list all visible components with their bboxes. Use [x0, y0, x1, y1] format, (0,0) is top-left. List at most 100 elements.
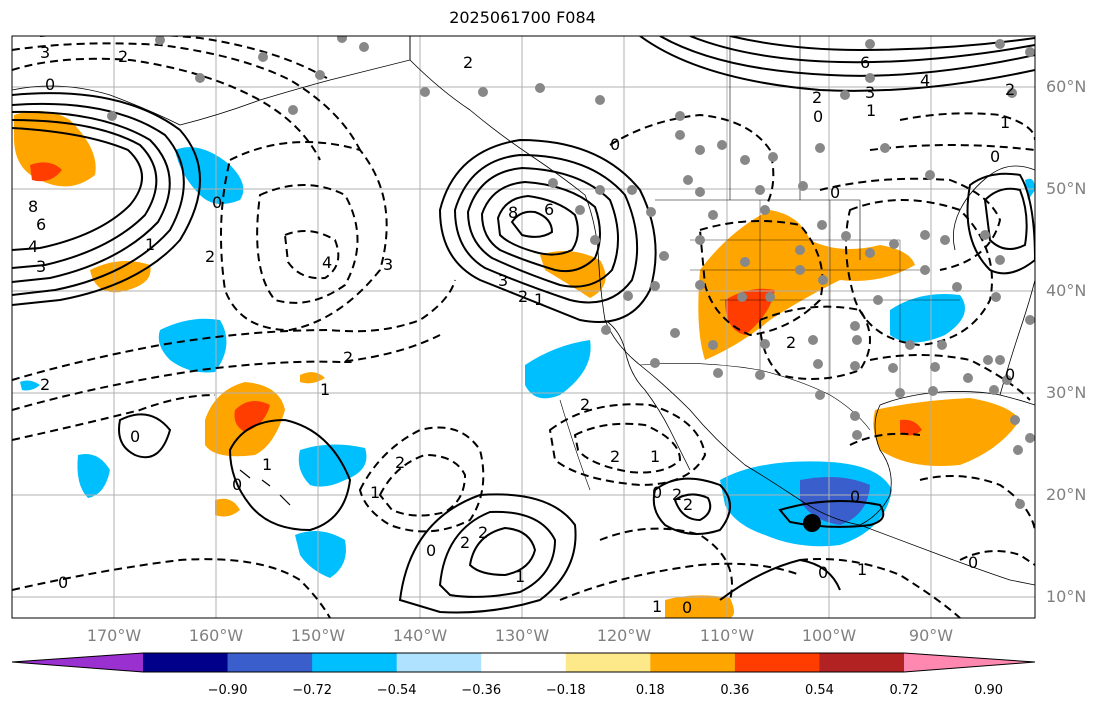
contour-label: 1: [857, 560, 867, 579]
red-region: [725, 288, 775, 335]
contour-label: 2: [463, 53, 473, 72]
contour-label: 1: [534, 290, 544, 309]
lon-label: 150°W: [290, 626, 346, 645]
contour-label: 1: [145, 235, 155, 254]
blue-region: [525, 340, 591, 399]
contour-label: 0: [610, 135, 620, 154]
contour-label: 1: [652, 597, 662, 616]
solid-contours: [12, 36, 1035, 614]
colorbar-tick-label: 0.72: [889, 683, 919, 698]
lon-label: 160°W: [188, 626, 244, 645]
colorbar-tick-label: −0.36: [461, 683, 502, 698]
contour-labels: 3 0 8 6 4 3 1 2 0 2 4 3 2 1 8 6 3 2 1 0 …: [28, 43, 1015, 617]
contour-label: 1: [370, 483, 380, 502]
map-frame: [11, 35, 1036, 619]
contour-label: 3: [40, 43, 50, 62]
contour-label: 1: [515, 567, 525, 586]
contour-label: 0: [813, 107, 823, 126]
contour-label: 1: [320, 380, 330, 399]
red-region: [30, 162, 62, 182]
colorbar-cell: [565, 653, 651, 672]
colorbar-outline: [11, 652, 1036, 673]
colorbar-tick-label: 0.36: [720, 683, 750, 698]
contour-label: 2: [786, 333, 796, 352]
contour-label: 2: [610, 447, 620, 466]
lon-label: 130°W: [494, 626, 550, 645]
lat-label: 30°N: [1046, 383, 1087, 402]
colorbar-tick-label: 0.90: [974, 683, 1004, 698]
orange-region: [215, 498, 240, 517]
orange-region: [873, 398, 1020, 466]
colorbar-tick-label: 0.54: [804, 683, 834, 698]
colorbar-extend-low: [12, 653, 143, 672]
contour-label: 2: [205, 247, 215, 266]
colorbar-tick-label: 0.18: [635, 683, 665, 698]
contour-label: 2: [460, 533, 470, 552]
colorbar-cell: [481, 653, 567, 672]
contour-label: 2: [395, 453, 405, 472]
contour-label: 2: [478, 523, 488, 542]
contour-label: 1: [650, 447, 660, 466]
contour-label: 0: [58, 573, 68, 592]
contour-label: 1: [262, 455, 272, 474]
coastlines: [12, 36, 1035, 586]
colorbar-tick-label: −0.90: [207, 683, 248, 698]
lon-label: 90°W: [908, 626, 954, 645]
map-frame-bg: [12, 36, 1035, 618]
red-region: [900, 419, 922, 436]
lat-label: 10°N: [1046, 587, 1087, 606]
contour-label: 8: [28, 197, 38, 216]
contour-label: 0: [818, 563, 828, 582]
colorbar: [11, 652, 1036, 673]
contour-label: 0: [45, 75, 55, 94]
contour-label: 2: [580, 395, 590, 414]
lat-label: 50°N: [1046, 179, 1087, 198]
orange-region: [90, 261, 151, 293]
contour-label: 4: [28, 237, 38, 256]
contour-label: 3: [865, 83, 875, 102]
contour-label: 6: [860, 53, 870, 72]
lon-label: 120°W: [596, 626, 652, 645]
gridlines: [12, 36, 1035, 618]
lon-label: 170°W: [86, 626, 142, 645]
lat-label: 60°N: [1046, 77, 1087, 96]
lat-label: 40°N: [1046, 281, 1087, 300]
colorbar-tick-label: −0.18: [545, 683, 586, 698]
lat-label: 20°N: [1046, 485, 1087, 504]
contour-label: 2: [1005, 80, 1015, 99]
contour-label: 2: [343, 348, 353, 367]
contour-label: 0: [212, 193, 222, 212]
contour-label: 6: [544, 200, 554, 219]
contour-label: 2: [518, 287, 528, 306]
contour-label: 3: [36, 257, 46, 276]
contour-label: 1: [866, 101, 876, 120]
colorbar-tick-label: −0.72: [292, 683, 333, 698]
contour-label: 0: [130, 427, 140, 446]
contour-label: 0: [682, 598, 692, 617]
blue-region: [175, 147, 244, 204]
contour-label: 2: [118, 47, 128, 66]
contour-label: 4: [322, 253, 332, 272]
blue-region: [158, 318, 227, 373]
colorbar-cell: [396, 653, 482, 672]
map-title: 2025061700 F084: [449, 8, 596, 27]
contour-label: 2: [683, 495, 693, 514]
contour-label: 0: [1005, 365, 1015, 384]
orange-region: [665, 595, 734, 618]
station-dots: [107, 36, 1035, 509]
colorbar-cell: [227, 653, 313, 672]
contour-label: 2: [812, 88, 822, 107]
contour-label: 0: [426, 541, 436, 560]
lon-label: 110°W: [699, 626, 755, 645]
location-marker: [803, 514, 821, 532]
blue-region: [890, 294, 965, 343]
contour-label: 0: [990, 147, 1000, 166]
colorbar-cell: [650, 653, 736, 672]
contour-label: 1: [1000, 113, 1010, 132]
lon-label: 140°W: [392, 626, 448, 645]
colorbar-extend-high: [904, 653, 1035, 672]
blue-region: [20, 380, 40, 391]
colorbar-cell: [819, 653, 905, 672]
contour-label: 2: [672, 485, 682, 504]
